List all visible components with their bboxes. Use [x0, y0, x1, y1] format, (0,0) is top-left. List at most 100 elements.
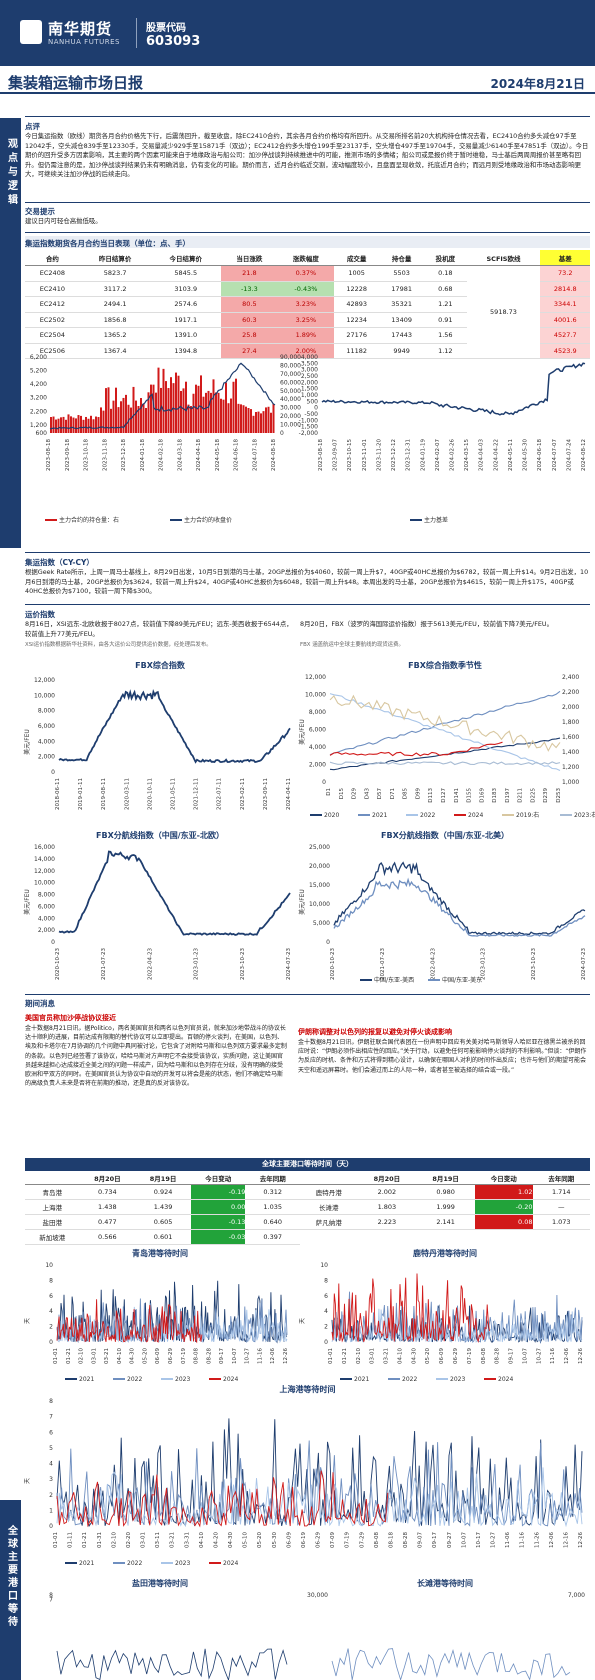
oi-bar [257, 411, 260, 433]
tick-label: 10,000 [34, 692, 55, 699]
tick-label: D155 [467, 788, 473, 803]
tick-label: 01-01 [53, 1532, 59, 1548]
col-header: 当日涨跌 [221, 250, 278, 266]
us-east-line [333, 877, 586, 937]
tick-label: 5 [49, 1445, 53, 1452]
port-line [56, 1440, 583, 1528]
tick-label: 0 [326, 939, 330, 946]
oi-bar [57, 418, 60, 433]
oi-bar [145, 407, 147, 433]
tick-label: 2 [324, 1324, 328, 1331]
tick-label: 30,000 [280, 405, 301, 412]
tick-label: 12,000 [34, 868, 55, 875]
table-cell: -0.13 [190, 1214, 246, 1230]
tick-label: 2,500 [301, 373, 318, 380]
tick-label: 2023-01-23 [194, 948, 200, 980]
col-header: 8月19日 [416, 1172, 476, 1185]
tick-label: 30,000 [307, 1592, 328, 1599]
tick-label: 2023-08-18 [318, 439, 324, 471]
oi-bar [50, 417, 52, 433]
tick-label: 20,000 [280, 413, 301, 420]
tick-label: 10-07 [461, 1532, 467, 1548]
oi-bar [255, 412, 257, 433]
legend-label: 主力合约的持仓量：右 [59, 516, 119, 524]
fbx-north-america-chart: 美元/FEU 0 5,000 10,000 15,000 20,000 25,000 2020… [298, 844, 587, 984]
oi-bar [245, 406, 247, 433]
oi-bar [195, 384, 197, 433]
tick-label: 8,000 [38, 892, 55, 899]
oi-bar [157, 367, 160, 433]
tick-label: 10,000 [309, 901, 330, 908]
table-row: 鹿特丹港 2.002 0.980 1.02 1.714 [300, 1184, 590, 1200]
divider [25, 994, 590, 995]
tick-label: 2024-07-23 [581, 948, 587, 980]
oi-bar [105, 388, 107, 433]
col-header: 基差 [540, 250, 590, 266]
tick-label: D253 [556, 788, 562, 803]
table-cell: — [532, 1199, 590, 1215]
table-cell: 2.00% [277, 343, 335, 359]
tick-label: 06-09 [439, 1348, 445, 1364]
col-header: 去年同期 [532, 1172, 590, 1185]
tick-label: D85 [403, 788, 409, 800]
tick-label: 10-27 [536, 1348, 542, 1364]
oi-bar [77, 415, 80, 433]
tick-label: D225 [530, 788, 536, 803]
oi-bar [187, 404, 190, 433]
table-cell: 17443 [379, 327, 425, 344]
tick-label: D127 [441, 788, 447, 803]
oi-bar [175, 372, 177, 433]
oi-bar [117, 407, 120, 433]
tick-label: 03-21 [384, 1348, 390, 1364]
col-header: 涨跌幅度 [277, 250, 335, 266]
tick-label: 09-17 [219, 1348, 225, 1364]
table-cell: 12234 [334, 312, 380, 328]
seasonal-line [329, 690, 561, 756]
tick-label: 01-21 [66, 1348, 72, 1364]
tick-label: 04-30 [411, 1348, 417, 1364]
port-line [56, 1418, 583, 1528]
tick-label: 2024-03-18 [177, 439, 183, 471]
oi-bar [250, 409, 252, 433]
tick-label: 5,200 [30, 368, 47, 375]
tick-label: D239 [543, 788, 549, 803]
table-cell: 5845.5 [150, 265, 222, 282]
table-cell: 1391.0 [150, 327, 222, 344]
tick-label: 04-10 [117, 1348, 123, 1364]
oi-bar [182, 388, 185, 433]
oi-bar [235, 378, 237, 433]
oi-bar [225, 382, 227, 433]
col-header: 投机度 [424, 250, 467, 266]
oi-bar [170, 377, 172, 433]
oi-bar [252, 415, 255, 433]
oi-bar [152, 384, 155, 433]
tick-label: 03-01 [141, 1532, 147, 1548]
tick-label: 12-16 [563, 1532, 569, 1548]
tick-label: 04-20 [213, 1532, 219, 1548]
table-cell: EC2506 [25, 343, 80, 359]
table-cell: 1.12 [424, 343, 467, 359]
oi-bar [267, 406, 270, 433]
table-cell: 0.566 [79, 1229, 136, 1245]
tick-label: 6,000 [38, 723, 55, 730]
fbx-seasonal-title: FBX综合指数季节性 [408, 661, 482, 670]
tick-label: 09-27 [447, 1532, 453, 1548]
oi-bar [197, 385, 200, 433]
table-cell: -0.03 [190, 1229, 246, 1245]
col-header [25, 1172, 80, 1185]
tick-label: D57 [377, 788, 383, 800]
fbx-composite-chart: 美元/FEU 0 2,000 4,000 6,000 8,000 10,000 12,000 2… [23, 677, 292, 810]
table-cell: 4523.9 [540, 343, 590, 359]
tick-label: 5,000 [313, 920, 330, 927]
tick-label: 0 [280, 430, 284, 437]
tick-label: 10,000 [280, 422, 301, 429]
tick-label: 12,000 [305, 674, 326, 681]
tick-label: 2024-01-19 [420, 439, 426, 471]
table-cell: 长滩港 [300, 1199, 358, 1215]
tick-label: 08-28 [206, 1348, 212, 1364]
table-cell: 0.18 [424, 265, 467, 282]
table-cell: 0.980 [416, 1184, 476, 1200]
legend-label: 2023 [175, 1376, 190, 1383]
tick-label: 2,400 [562, 674, 579, 681]
tick-label: 04-30 [228, 1532, 234, 1548]
